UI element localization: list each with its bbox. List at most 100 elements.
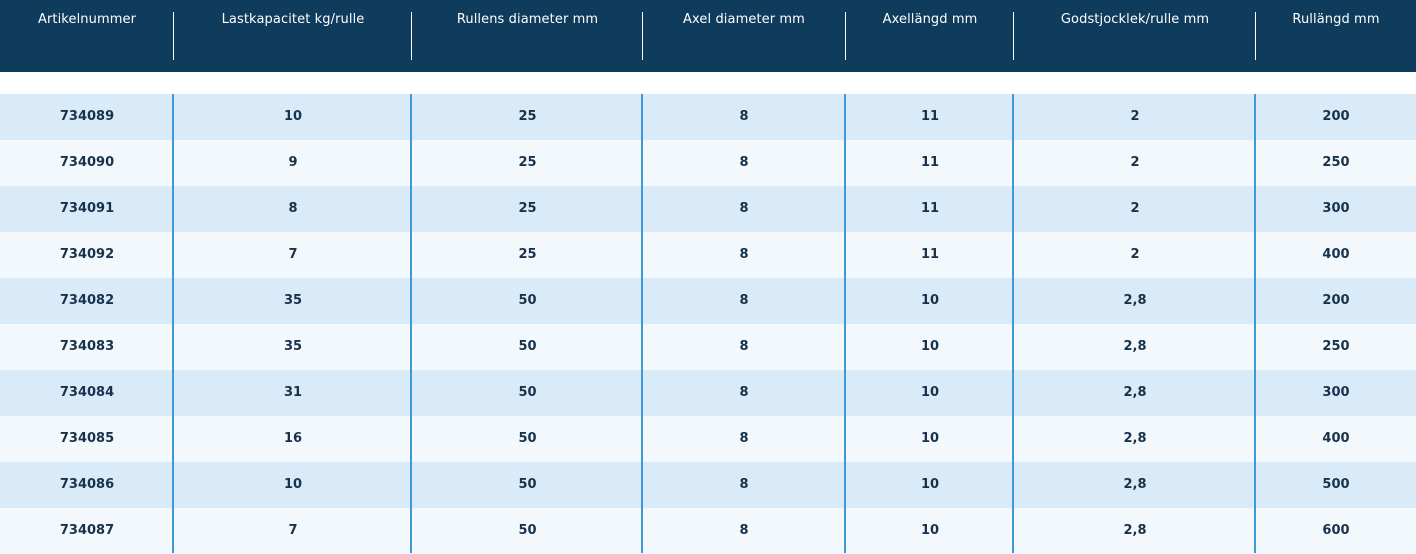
cell-artikelnummer: 734086 <box>59 477 115 492</box>
cell-axel-diameter: 8 <box>739 477 749 492</box>
header-lastkapacitet: Lastkapacitet kg/rulle <box>221 12 365 27</box>
cell-rullens-diameter: 50 <box>518 477 537 492</box>
column-divider <box>1012 94 1014 553</box>
cell-rullangd: 250 <box>1322 155 1350 170</box>
cell-lastkapacitet: 16 <box>283 431 303 446</box>
cell-godstjocklek: 2 <box>1130 247 1140 262</box>
cell-rullens-diameter: 25 <box>518 109 537 124</box>
cell-godstjocklek: 2,8 <box>1123 385 1147 400</box>
cell-axel-diameter: 8 <box>739 293 749 308</box>
table-row: 734089 10 25 8 11 2 200 <box>0 94 1416 140</box>
cell-godstjocklek: 2 <box>1130 201 1140 216</box>
table-row: 734085 16 50 8 10 2,8 400 <box>0 416 1416 462</box>
cell-lastkapacitet: 10 <box>283 477 303 492</box>
cell-axellangd: 11 <box>920 109 940 124</box>
cell-axel-diameter: 8 <box>739 523 749 538</box>
cell-rullens-diameter: 50 <box>518 293 537 308</box>
cell-axel-diameter: 8 <box>739 109 749 124</box>
header-divider <box>173 12 174 60</box>
cell-axel-diameter: 8 <box>739 155 749 170</box>
cell-axel-diameter: 8 <box>739 385 749 400</box>
cell-rullens-diameter: 50 <box>518 385 537 400</box>
cell-axellangd: 10 <box>920 339 940 354</box>
header-spacer <box>0 72 1416 94</box>
column-divider <box>641 94 643 553</box>
cell-godstjocklek: 2,8 <box>1123 339 1147 354</box>
cell-axellangd: 11 <box>920 155 940 170</box>
cell-godstjocklek: 2 <box>1130 109 1140 124</box>
header-divider <box>1255 12 1256 60</box>
table-row: 734090 9 25 8 11 2 250 <box>0 140 1416 186</box>
cell-rullangd: 200 <box>1322 293 1350 308</box>
cell-lastkapacitet: 35 <box>283 339 303 354</box>
column-divider <box>410 94 412 553</box>
cell-artikelnummer: 734092 <box>59 247 115 262</box>
cell-lastkapacitet: 9 <box>288 155 298 170</box>
cell-rullangd: 400 <box>1322 247 1350 262</box>
cell-artikelnummer: 734087 <box>59 523 115 538</box>
cell-artikelnummer: 734084 <box>59 385 115 400</box>
cell-godstjocklek: 2,8 <box>1123 523 1147 538</box>
table-row: 734092 7 25 8 11 2 400 <box>0 232 1416 278</box>
cell-lastkapacitet: 8 <box>288 201 298 216</box>
column-divider <box>844 94 846 553</box>
cell-lastkapacitet: 35 <box>283 293 303 308</box>
cell-lastkapacitet: 7 <box>288 247 298 262</box>
cell-axellangd: 10 <box>920 293 940 308</box>
cell-axel-diameter: 8 <box>739 201 749 216</box>
table-row: 734087 7 50 8 10 2,8 600 <box>0 508 1416 554</box>
cell-rullangd: 400 <box>1322 431 1350 446</box>
header-axellangd: Axellängd mm <box>882 12 978 27</box>
table-row: 734082 35 50 8 10 2,8 200 <box>0 278 1416 324</box>
cell-axellangd: 10 <box>920 385 940 400</box>
table-row: 734083 35 50 8 10 2,8 250 <box>0 324 1416 370</box>
cell-rullens-diameter: 25 <box>518 201 537 216</box>
cell-rullens-diameter: 25 <box>518 155 537 170</box>
header-divider <box>642 12 643 60</box>
table-body: 734089 10 25 8 11 2 200 734090 9 25 8 11… <box>0 94 1416 554</box>
cell-artikelnummer: 734082 <box>59 293 115 308</box>
header-godstjocklek: Godstjocklek/rulle mm <box>1060 12 1210 27</box>
header-rullens-diameter: Rullens diameter mm <box>456 12 599 27</box>
cell-rullangd: 300 <box>1322 201 1350 216</box>
cell-axellangd: 10 <box>920 477 940 492</box>
cell-rullens-diameter: 50 <box>518 339 537 354</box>
cell-godstjocklek: 2,8 <box>1123 431 1147 446</box>
cell-axellangd: 10 <box>920 523 940 538</box>
column-divider <box>172 94 174 553</box>
header-divider <box>845 12 846 60</box>
cell-axellangd: 11 <box>920 247 940 262</box>
cell-artikelnummer: 734085 <box>59 431 115 446</box>
cell-artikelnummer: 734089 <box>59 109 115 124</box>
cell-godstjocklek: 2,8 <box>1123 477 1147 492</box>
cell-axellangd: 10 <box>920 431 940 446</box>
cell-rullens-diameter: 50 <box>518 523 537 538</box>
cell-godstjocklek: 2 <box>1130 155 1140 170</box>
cell-rullangd: 250 <box>1322 339 1350 354</box>
cell-lastkapacitet: 7 <box>288 523 298 538</box>
cell-rullangd: 200 <box>1322 109 1350 124</box>
header-divider <box>411 12 412 60</box>
cell-axellangd: 11 <box>920 201 940 216</box>
table-row: 734086 10 50 8 10 2,8 500 <box>0 462 1416 508</box>
header-divider <box>1013 12 1014 60</box>
table-row: 734091 8 25 8 11 2 300 <box>0 186 1416 232</box>
cell-artikelnummer: 734083 <box>59 339 115 354</box>
cell-lastkapacitet: 31 <box>283 385 303 400</box>
cell-artikelnummer: 734091 <box>59 201 115 216</box>
cell-rullangd: 600 <box>1322 523 1350 538</box>
cell-rullangd: 300 <box>1322 385 1350 400</box>
cell-rullens-diameter: 50 <box>518 431 537 446</box>
header-rullangd: Rullängd mm <box>1292 12 1380 27</box>
cell-rullens-diameter: 25 <box>518 247 537 262</box>
cell-artikelnummer: 734090 <box>59 155 115 170</box>
cell-axel-diameter: 8 <box>739 247 749 262</box>
cell-rullangd: 500 <box>1322 477 1350 492</box>
header-axel-diameter: Axel diameter mm <box>683 12 805 27</box>
table-row: 734084 31 50 8 10 2,8 300 <box>0 370 1416 416</box>
header-artikelnummer: Artikelnummer <box>37 12 137 27</box>
cell-axel-diameter: 8 <box>739 431 749 446</box>
cell-lastkapacitet: 10 <box>283 109 303 124</box>
table-header: Artikelnummer Lastkapacitet kg/rulle Rul… <box>0 0 1416 72</box>
